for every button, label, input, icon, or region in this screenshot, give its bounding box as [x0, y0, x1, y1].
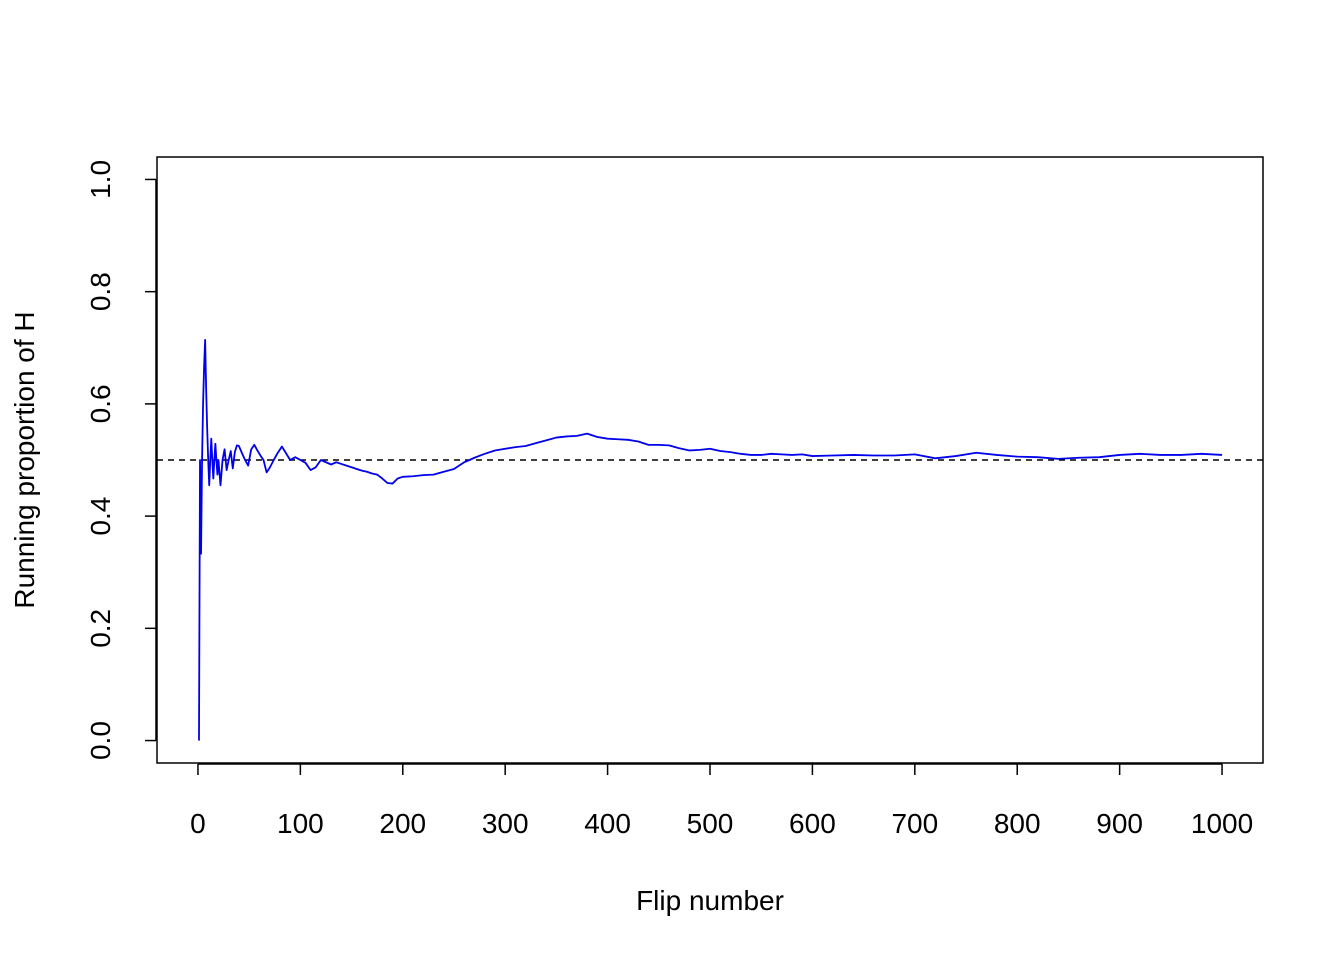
x-tick-label: 500 — [687, 808, 734, 839]
x-axis-title: Flip number — [636, 885, 784, 916]
y-tick-label: 0.0 — [85, 721, 116, 760]
x-tick-label: 900 — [1096, 808, 1143, 839]
x-tick-label: 700 — [891, 808, 938, 839]
x-axis: 0 100 200 300 400 500 600 700 800 900 1000 — [190, 763, 1253, 839]
y-tick-label: 0.6 — [85, 384, 116, 423]
x-tick-label: 200 — [379, 808, 426, 839]
x-tick-label: 300 — [482, 808, 529, 839]
x-tick-label: 800 — [994, 808, 1041, 839]
y-tick-label: 0.4 — [85, 497, 116, 536]
y-tick-label: 0.2 — [85, 609, 116, 648]
x-tick-label: 400 — [584, 808, 631, 839]
series-line — [198, 339, 1223, 741]
x-tick-label: 0 — [190, 808, 206, 839]
y-tick-label: 1.0 — [85, 160, 116, 199]
y-axis: 0.0 0.2 0.4 0.6 0.8 1.0 — [85, 160, 157, 760]
y-axis-title: Running proportion of H — [9, 311, 40, 608]
y-tick-label: 0.8 — [85, 272, 116, 311]
x-tick-label: 1000 — [1191, 808, 1253, 839]
plot-frame — [156, 156, 1264, 764]
x-tick-label: 100 — [277, 808, 324, 839]
x-tick-label: 600 — [789, 808, 836, 839]
